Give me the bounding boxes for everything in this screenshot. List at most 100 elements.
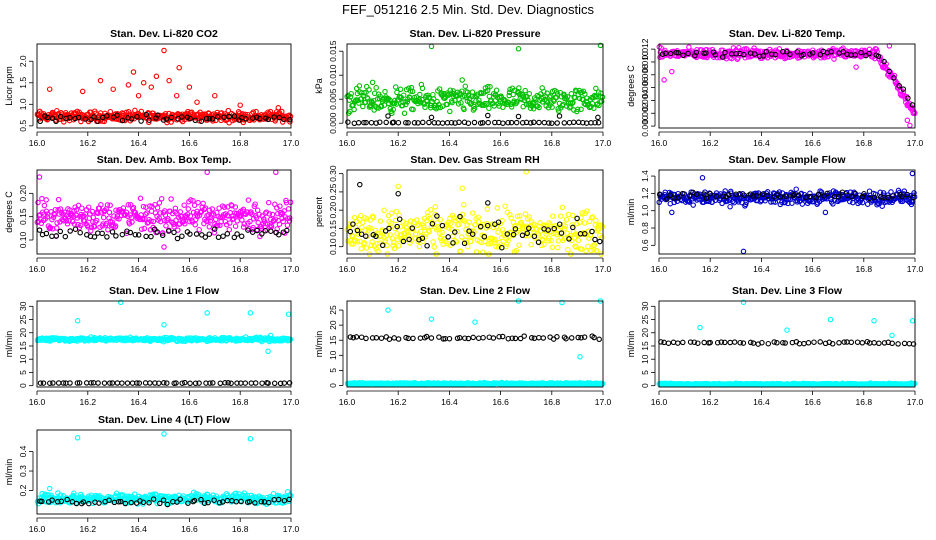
data-point bbox=[840, 45, 846, 51]
data-point bbox=[409, 225, 416, 231]
data-point bbox=[100, 214, 107, 221]
data-point bbox=[447, 108, 453, 115]
x-tick-label: 17.0 bbox=[907, 264, 924, 274]
data-point bbox=[891, 75, 897, 81]
data-point-outlier bbox=[907, 122, 913, 129]
data-point-outlier bbox=[822, 209, 829, 216]
data-point bbox=[554, 334, 560, 340]
x-tick-label: 16.2 bbox=[80, 524, 97, 534]
data-point bbox=[665, 340, 672, 346]
y-tick-label: 0.8 bbox=[640, 222, 650, 234]
data-point bbox=[114, 380, 121, 386]
data-point bbox=[144, 210, 150, 216]
data-point bbox=[88, 228, 94, 234]
data-point bbox=[112, 223, 119, 229]
data-point bbox=[196, 226, 202, 233]
chart-title: Stan. Dev. Li-820 Temp. bbox=[729, 28, 845, 40]
data-point bbox=[680, 52, 686, 59]
data-point bbox=[793, 186, 799, 192]
data-point bbox=[448, 119, 455, 126]
data-point bbox=[465, 120, 472, 126]
data-point bbox=[57, 228, 64, 235]
data-point bbox=[357, 238, 363, 244]
data-point bbox=[460, 202, 467, 208]
data-point bbox=[905, 95, 911, 101]
x-tick-label: 16.6 bbox=[492, 138, 509, 148]
data-point bbox=[527, 120, 534, 126]
data-point bbox=[193, 231, 200, 237]
y-tick-label: 0.4 bbox=[18, 445, 28, 457]
data-point bbox=[500, 120, 506, 126]
data-point bbox=[437, 216, 443, 223]
data-point bbox=[101, 380, 108, 386]
series-colored bbox=[34, 169, 294, 250]
data-point bbox=[534, 103, 541, 109]
data-point bbox=[473, 249, 480, 255]
data-point bbox=[287, 116, 293, 123]
data-point bbox=[154, 205, 161, 211]
data-point bbox=[445, 234, 451, 240]
data-point bbox=[686, 199, 693, 205]
data-point bbox=[374, 240, 381, 247]
data-point bbox=[453, 239, 460, 245]
data-point bbox=[37, 118, 43, 125]
data-point bbox=[396, 216, 403, 222]
data-point bbox=[377, 93, 383, 99]
data-point bbox=[466, 228, 472, 234]
data-point bbox=[536, 104, 542, 111]
series-colored bbox=[34, 431, 294, 508]
data-point bbox=[479, 120, 486, 126]
data-point bbox=[569, 100, 575, 107]
y-tick-label: 15 bbox=[18, 341, 28, 351]
data-point bbox=[388, 210, 395, 216]
data-point bbox=[469, 89, 476, 95]
data-point bbox=[596, 102, 602, 109]
data-point bbox=[138, 118, 144, 124]
data-point bbox=[779, 199, 785, 205]
data-point bbox=[132, 210, 139, 216]
y-tick-label: 30 bbox=[640, 301, 650, 311]
data-point bbox=[844, 339, 850, 345]
data-point bbox=[354, 227, 361, 234]
x-tick-label: 16.8 bbox=[856, 397, 873, 407]
data-point bbox=[286, 215, 293, 221]
data-point bbox=[575, 237, 582, 244]
chart-title: Stan. Dev. Line 4 (LT) Flow bbox=[98, 414, 231, 426]
data-point bbox=[536, 334, 542, 341]
data-point bbox=[787, 51, 793, 58]
data-point bbox=[201, 206, 208, 213]
data-point bbox=[389, 235, 396, 241]
data-point bbox=[400, 238, 407, 245]
data-point bbox=[104, 202, 111, 208]
data-point bbox=[481, 233, 488, 240]
data-point bbox=[733, 50, 739, 57]
data-point bbox=[461, 106, 467, 113]
data-point-outlier bbox=[153, 73, 160, 80]
data-point bbox=[417, 91, 423, 98]
data-point bbox=[53, 225, 60, 231]
data-point bbox=[79, 205, 85, 211]
data-point bbox=[508, 215, 514, 221]
data-point bbox=[205, 218, 211, 225]
data-point bbox=[551, 225, 557, 232]
data-point bbox=[146, 117, 152, 123]
y-tick-label: 1.2 bbox=[640, 187, 650, 199]
data-point bbox=[557, 213, 564, 219]
data-point bbox=[283, 197, 289, 204]
data-point bbox=[582, 231, 588, 237]
data-point bbox=[426, 119, 432, 126]
y-tick-label: 0.010 bbox=[328, 64, 338, 86]
x-tick-label: 16.4 bbox=[130, 524, 147, 534]
data-point bbox=[397, 86, 404, 93]
data-point bbox=[382, 237, 389, 244]
data-point bbox=[163, 223, 169, 229]
data-point bbox=[221, 114, 227, 120]
data-point bbox=[271, 380, 278, 387]
y-tick-label: 20 bbox=[18, 328, 28, 338]
data-point bbox=[72, 115, 78, 122]
data-point bbox=[390, 242, 396, 249]
data-point bbox=[462, 83, 469, 90]
data-point bbox=[106, 209, 113, 216]
